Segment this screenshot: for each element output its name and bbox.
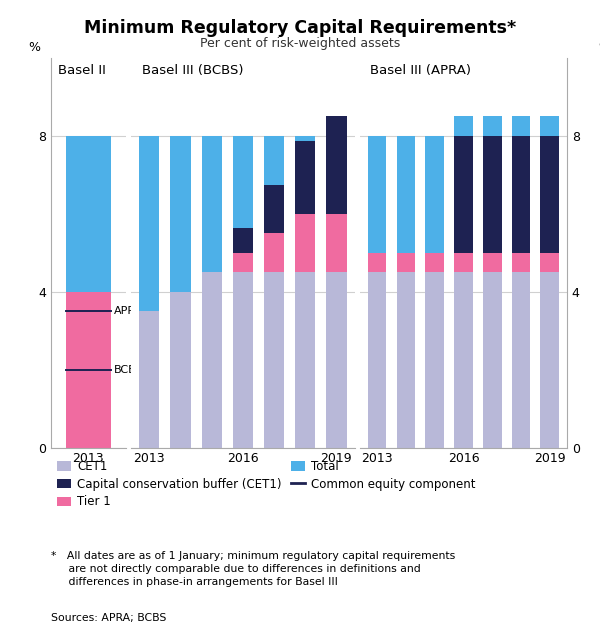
Bar bbox=[233, 136, 253, 229]
Text: %: % bbox=[598, 41, 600, 54]
Bar bbox=[541, 253, 559, 272]
Bar bbox=[541, 117, 559, 136]
Text: Basel III (BCBS): Basel III (BCBS) bbox=[142, 64, 244, 77]
Text: %: % bbox=[29, 41, 41, 54]
Bar bbox=[541, 272, 559, 448]
Bar bbox=[512, 117, 530, 136]
Bar bbox=[326, 117, 347, 214]
Bar bbox=[483, 272, 502, 448]
Bar bbox=[139, 136, 160, 311]
Legend: CET1, Capital conservation buffer (CET1), Tier 1, Total, Common equity component: CET1, Capital conservation buffer (CET1)… bbox=[57, 460, 475, 508]
Bar bbox=[483, 136, 502, 253]
Bar bbox=[368, 272, 386, 448]
Bar bbox=[454, 272, 473, 448]
Bar bbox=[295, 141, 316, 214]
Text: Minimum Regulatory Capital Requirements*: Minimum Regulatory Capital Requirements* bbox=[84, 19, 516, 37]
Bar bbox=[139, 311, 160, 448]
Bar bbox=[264, 233, 284, 272]
Text: Basel III (APRA): Basel III (APRA) bbox=[370, 64, 471, 77]
Bar bbox=[483, 117, 502, 136]
Bar bbox=[368, 253, 386, 272]
Text: Basel II: Basel II bbox=[58, 64, 106, 77]
Bar bbox=[326, 272, 347, 448]
Text: Sources: APRA; BCBS: Sources: APRA; BCBS bbox=[51, 613, 166, 623]
Bar bbox=[512, 272, 530, 448]
Bar bbox=[326, 214, 347, 272]
Bar bbox=[397, 253, 415, 272]
Bar bbox=[233, 252, 253, 272]
Bar bbox=[397, 136, 415, 253]
Bar bbox=[170, 292, 191, 448]
Bar bbox=[67, 136, 110, 292]
Bar bbox=[425, 272, 444, 448]
Bar bbox=[233, 229, 253, 252]
Bar bbox=[295, 272, 316, 448]
Text: *   All dates are as of 1 January; minimum regulatory capital requirements
     : * All dates are as of 1 January; minimum… bbox=[51, 551, 455, 587]
Bar bbox=[202, 272, 222, 448]
Text: BCBS: BCBS bbox=[114, 365, 143, 375]
Bar bbox=[454, 253, 473, 272]
Bar bbox=[264, 136, 284, 185]
Text: APRA: APRA bbox=[114, 306, 143, 316]
Bar bbox=[368, 136, 386, 253]
Bar bbox=[233, 272, 253, 448]
Bar bbox=[454, 136, 473, 253]
Bar bbox=[295, 214, 316, 272]
Bar bbox=[202, 136, 222, 272]
Bar bbox=[425, 136, 444, 253]
Bar bbox=[454, 117, 473, 136]
Bar bbox=[483, 253, 502, 272]
Bar bbox=[170, 136, 191, 292]
Bar bbox=[264, 185, 284, 233]
Text: Per cent of risk-weighted assets: Per cent of risk-weighted assets bbox=[200, 37, 400, 50]
Bar bbox=[295, 136, 316, 141]
Bar bbox=[425, 253, 444, 272]
Bar bbox=[512, 253, 530, 272]
Bar bbox=[67, 292, 110, 448]
Bar bbox=[541, 136, 559, 253]
Bar bbox=[512, 136, 530, 253]
Bar bbox=[397, 272, 415, 448]
Bar bbox=[264, 272, 284, 448]
